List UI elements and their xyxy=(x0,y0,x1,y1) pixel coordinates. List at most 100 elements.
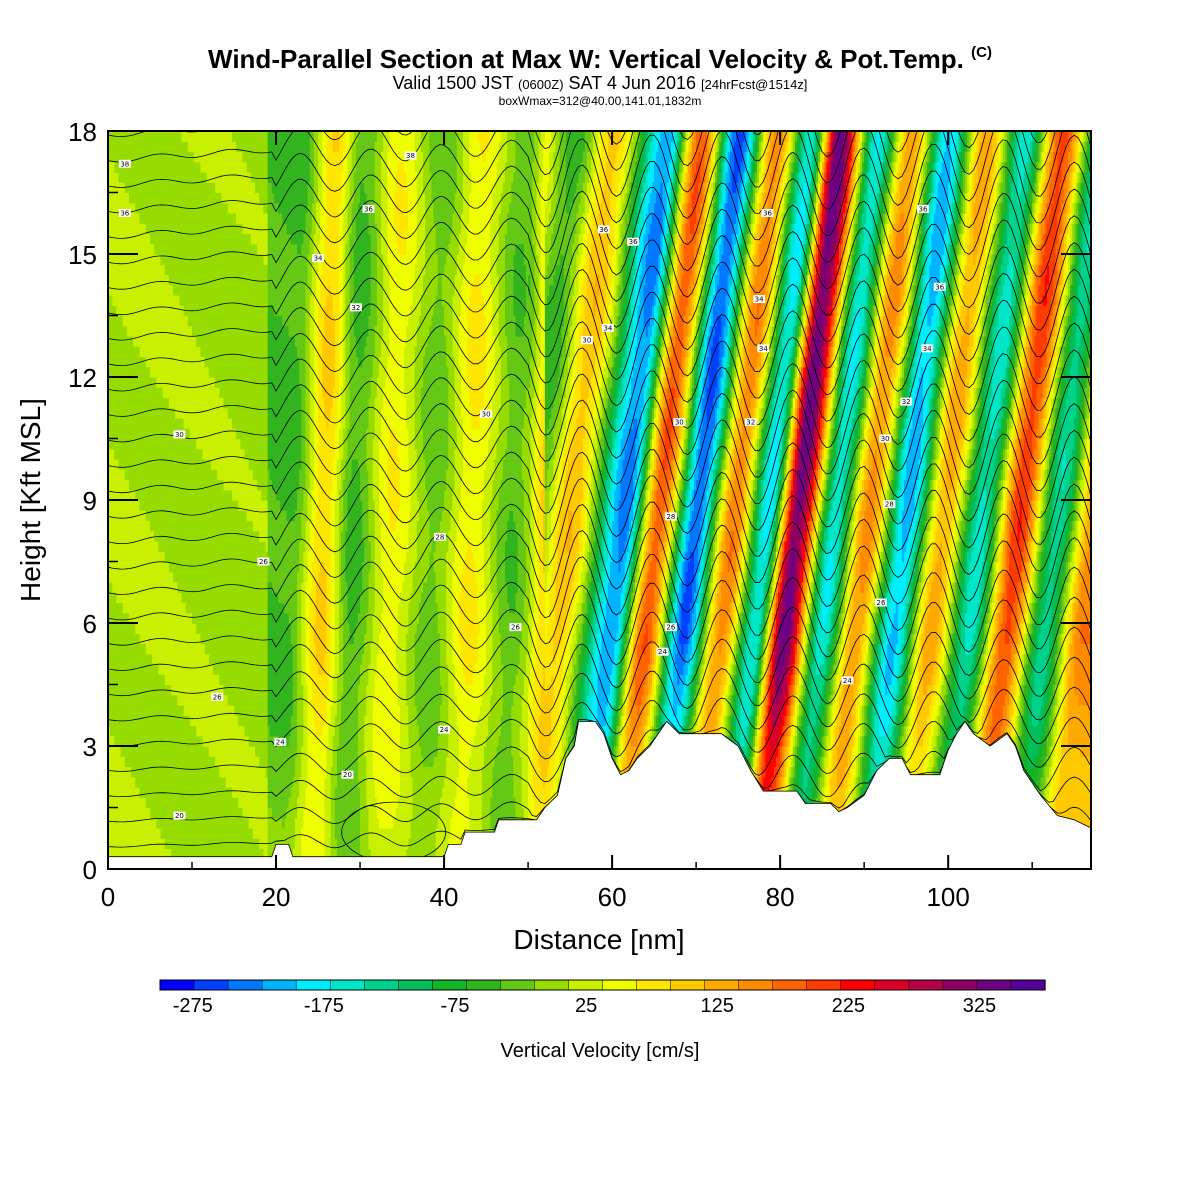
theta-label-bg xyxy=(257,557,270,566)
theta-label: 28 xyxy=(885,501,894,509)
y-tick-label: 9 xyxy=(83,486,97,516)
theta-label-bg xyxy=(349,303,362,312)
theta-label-bg xyxy=(509,623,522,632)
chart-subtitle: Valid 1500 JST (0600Z) SAT 4 Jun 2016 [2… xyxy=(392,73,808,93)
theta-label: 30 xyxy=(482,410,491,418)
theta-label-bg xyxy=(438,725,451,734)
theta-label: 34 xyxy=(923,345,932,353)
theta-label: 34 xyxy=(314,255,323,263)
copyright-mark: (C) xyxy=(971,44,992,61)
theta-label-bg xyxy=(761,209,774,217)
theta-label-bg xyxy=(274,737,287,746)
theta-contour-line xyxy=(108,349,1091,462)
theta-label: 24 xyxy=(658,648,667,656)
theta-label: 20 xyxy=(175,812,184,820)
theta-contour-line xyxy=(108,131,1048,176)
theta-label-bg xyxy=(744,418,757,427)
colorbar-swatch xyxy=(1010,979,1046,991)
colorbar-tick-label: -175 xyxy=(304,995,344,1017)
theta-contour-labels: 38 36 38 36 34 32 30 30 28 26 26 26 24 24 20 20 36 36 34 30… xyxy=(118,151,946,820)
theta-contour-line xyxy=(108,429,1091,540)
theta-label-bg xyxy=(627,237,640,246)
y-tick-label: 12 xyxy=(68,363,97,393)
theta-label-bg xyxy=(664,512,677,521)
colorbar-swatch xyxy=(295,979,331,991)
colorbar-swatch xyxy=(159,979,195,991)
colorbar-swatch xyxy=(704,979,740,991)
theta-label: 34 xyxy=(755,296,764,304)
x-tick-label: 80 xyxy=(766,882,795,912)
theta-label-bg xyxy=(673,418,686,427)
theta-contour-line xyxy=(108,131,1056,202)
theta-label: 32 xyxy=(902,398,911,406)
theta-contour-line xyxy=(108,322,1091,436)
theta-label: 30 xyxy=(675,419,684,427)
terrain-fill xyxy=(108,720,1091,869)
theta-label: 36 xyxy=(763,210,772,218)
colorbar-frame xyxy=(159,979,1046,991)
theta-label-bg xyxy=(757,344,770,353)
theta-label-bg xyxy=(404,151,417,160)
theta-label: 36 xyxy=(919,205,928,213)
colorbar-swatch xyxy=(942,979,978,991)
colorbar-tick-label: 25 xyxy=(575,995,597,1017)
colorbar-swatch xyxy=(908,979,944,991)
theta-label-bg xyxy=(601,323,614,332)
colorbar-swatch xyxy=(568,979,604,991)
colorbar-label: Vertical Velocity [cm/s] xyxy=(501,1040,700,1062)
colorbar-swatch xyxy=(193,979,229,991)
theta-label: 26 xyxy=(213,693,222,701)
terrain xyxy=(108,720,1091,869)
theta-label-bg xyxy=(874,598,887,607)
theta-contour-line xyxy=(108,596,1091,691)
theta-label-bg xyxy=(933,282,946,291)
colorbar-swatch xyxy=(466,979,502,991)
x-tick-label: 100 xyxy=(926,882,969,912)
colorbar-swatch xyxy=(534,979,570,991)
x-axis: 0 20 40 60 80 100 xyxy=(101,131,1033,912)
theta-label: 30 xyxy=(175,431,184,439)
theta-label-bg xyxy=(480,409,493,418)
theta-contour-line xyxy=(108,537,1091,645)
theta-label: 24 xyxy=(843,677,852,685)
theta-contour-line xyxy=(108,268,1091,384)
theta-label: 30 xyxy=(881,435,890,443)
chart-title: Wind-Parallel Section at Max W: Vertical… xyxy=(208,44,992,74)
theta-contour-line xyxy=(108,134,1091,254)
theta-label: 26 xyxy=(666,624,675,632)
colorbar-swatch xyxy=(670,979,706,991)
theta-label: 30 xyxy=(582,337,591,345)
y-tick-label: 3 xyxy=(83,732,97,762)
x-tick-label: 60 xyxy=(598,882,627,912)
theta-contour-line xyxy=(108,376,1091,488)
theta-contour-line xyxy=(108,510,1091,619)
colorbar-tick-label: 225 xyxy=(832,995,865,1017)
theta-contour-line xyxy=(108,626,1091,714)
x-tick-label: 20 xyxy=(262,882,291,912)
x-axis-label: Distance [nm] xyxy=(513,924,684,955)
theta-label: 20 xyxy=(343,771,352,779)
colorbar-swatch xyxy=(227,979,263,991)
theta-label-bg xyxy=(433,532,446,541)
theta-label: 36 xyxy=(629,238,638,246)
theta-label-bg xyxy=(362,204,375,213)
theta-label: 36 xyxy=(599,226,608,234)
theta-contour-line xyxy=(108,188,1091,306)
theta-contour-line xyxy=(108,295,1091,410)
colorbar-swatch xyxy=(500,979,536,991)
theta-label-bg xyxy=(341,770,354,779)
colorbar-tick-label: -75 xyxy=(441,995,470,1017)
theta-label: 34 xyxy=(759,345,768,353)
theta-label-bg xyxy=(118,159,131,168)
theta-label: 32 xyxy=(746,419,755,427)
colorbar-swatch xyxy=(840,979,876,991)
theta-contour-line xyxy=(108,242,1091,358)
colorbar-tick-label: 325 xyxy=(963,995,996,1017)
theta-label: 28 xyxy=(435,533,444,541)
colorbar-swatch xyxy=(874,979,910,991)
theta-contour-line xyxy=(108,215,1091,332)
theta-label-bg xyxy=(916,204,929,213)
x-tick-label: 0 xyxy=(101,882,115,912)
